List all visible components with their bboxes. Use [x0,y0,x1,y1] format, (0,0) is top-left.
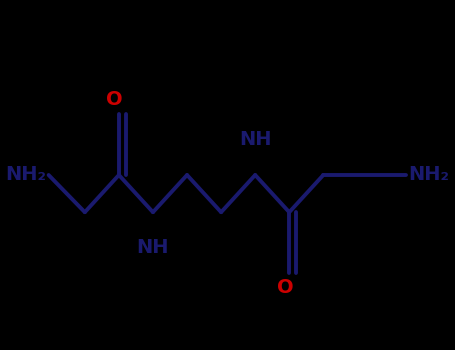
Text: O: O [106,90,123,109]
Text: NH₂: NH₂ [5,166,46,184]
Text: O: O [277,278,293,297]
Text: NH₂: NH₂ [409,166,450,184]
Text: NH: NH [239,130,272,149]
Text: NH: NH [136,238,169,258]
